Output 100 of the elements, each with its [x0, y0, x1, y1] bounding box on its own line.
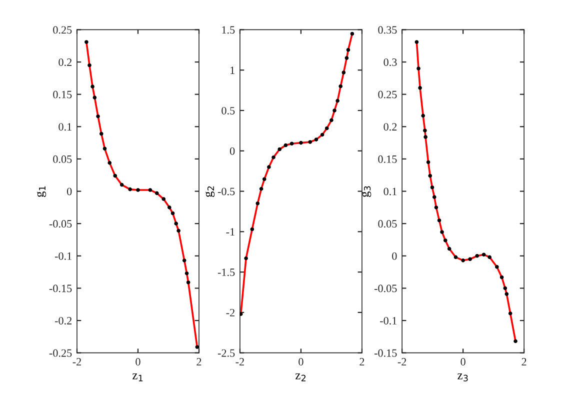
point [128, 187, 132, 192]
y-tick-label: -2 [226, 308, 234, 316]
point [500, 275, 504, 280]
y-axis-title: g$_{2}$ [205, 186, 215, 197]
point [120, 182, 124, 187]
point [428, 174, 432, 178]
point [330, 118, 334, 122]
point [320, 132, 324, 137]
point [148, 188, 152, 192]
x-tick-label: 2 [196, 358, 202, 366]
point [437, 218, 442, 222]
point [332, 108, 336, 112]
point [416, 66, 420, 70]
y-tick-label: 0.35 [378, 26, 397, 34]
point [314, 138, 318, 142]
line-series [240, 32, 354, 315]
point [350, 32, 354, 36]
y-tick-label: 0.15 [378, 155, 397, 163]
point [342, 70, 346, 74]
point [426, 160, 430, 164]
point [176, 228, 180, 233]
y-tick-label: 0.05 [378, 220, 397, 228]
point [443, 238, 448, 242]
point [267, 165, 271, 169]
y-tick-label: -0.1 [54, 252, 72, 260]
point [174, 222, 178, 226]
y-tick-label: -0.15 [374, 349, 397, 357]
y-tick-label: -0.15 [49, 284, 72, 292]
point [424, 135, 428, 139]
point [440, 230, 444, 234]
y-tick-label: 0.2 [58, 58, 72, 66]
point [99, 132, 104, 136]
x-tick-label: 0 [460, 358, 466, 366]
point [284, 143, 288, 148]
y-tick-label: 0.05 [53, 155, 72, 163]
line-series [86, 41, 198, 348]
y-tick-label: 0.25 [53, 26, 72, 34]
x-tick-label: -2 [72, 358, 81, 366]
y-tick-label: 0 [230, 147, 235, 155]
y-tick-label: -0.5 [218, 188, 235, 196]
y-tick-label: -0.1 [380, 316, 397, 325]
point [240, 312, 243, 316]
x-tick-label: 0 [136, 358, 140, 366]
point [504, 292, 509, 296]
x-axis-title: z$_{1}$ [132, 373, 143, 382]
y-axis-title: g$_{1}$ [36, 186, 46, 197]
point [434, 206, 438, 210]
point [418, 86, 422, 90]
point [168, 206, 172, 210]
point [488, 255, 492, 260]
point [262, 177, 266, 182]
point [482, 252, 486, 256]
x-axis-title: z$_{3}$ [458, 373, 468, 382]
x-tick-label: -2 [398, 358, 406, 366]
point [136, 188, 140, 192]
point [256, 201, 260, 206]
x-tick-label: 2 [360, 358, 364, 366]
point [250, 227, 254, 232]
y-tick-label: -1 [226, 228, 234, 236]
y-tick-label: -2.5 [218, 349, 235, 357]
point [92, 96, 97, 100]
point [108, 160, 112, 165]
line-series [416, 41, 516, 342]
y-tick-label: 0.2 [384, 123, 397, 131]
point [244, 256, 248, 260]
point [336, 98, 340, 103]
point [96, 114, 100, 118]
y-tick-label: -0.05 [49, 220, 72, 228]
point [308, 140, 312, 144]
point [514, 339, 518, 344]
point [184, 271, 189, 276]
y-tick-label: -0.2 [54, 316, 72, 325]
y-tick-label: 1 [230, 66, 234, 74]
point [155, 191, 159, 196]
point [344, 56, 349, 60]
point [186, 280, 190, 284]
point [468, 257, 472, 262]
point [299, 140, 303, 145]
point [475, 254, 479, 258]
y-axis-title: g$_{3}$ [362, 186, 372, 197]
point [195, 345, 199, 349]
point [102, 146, 107, 151]
point [414, 40, 419, 44]
point [432, 195, 436, 199]
point [170, 211, 175, 216]
point [495, 264, 499, 269]
y-tick-label: -0.25 [49, 349, 72, 357]
point [290, 142, 294, 146]
point [84, 40, 88, 44]
y-tick-label: -1.5 [218, 268, 235, 276]
point [423, 128, 427, 132]
point [461, 258, 465, 262]
point [278, 147, 282, 152]
point [272, 155, 276, 160]
point [259, 186, 264, 191]
x-tick-label: 0 [298, 358, 304, 366]
x-tick-label: 2 [522, 358, 526, 366]
point [113, 174, 118, 178]
y-tick-label: 0.15 [53, 90, 72, 98]
y-tick-label: 0.5 [222, 106, 235, 114]
